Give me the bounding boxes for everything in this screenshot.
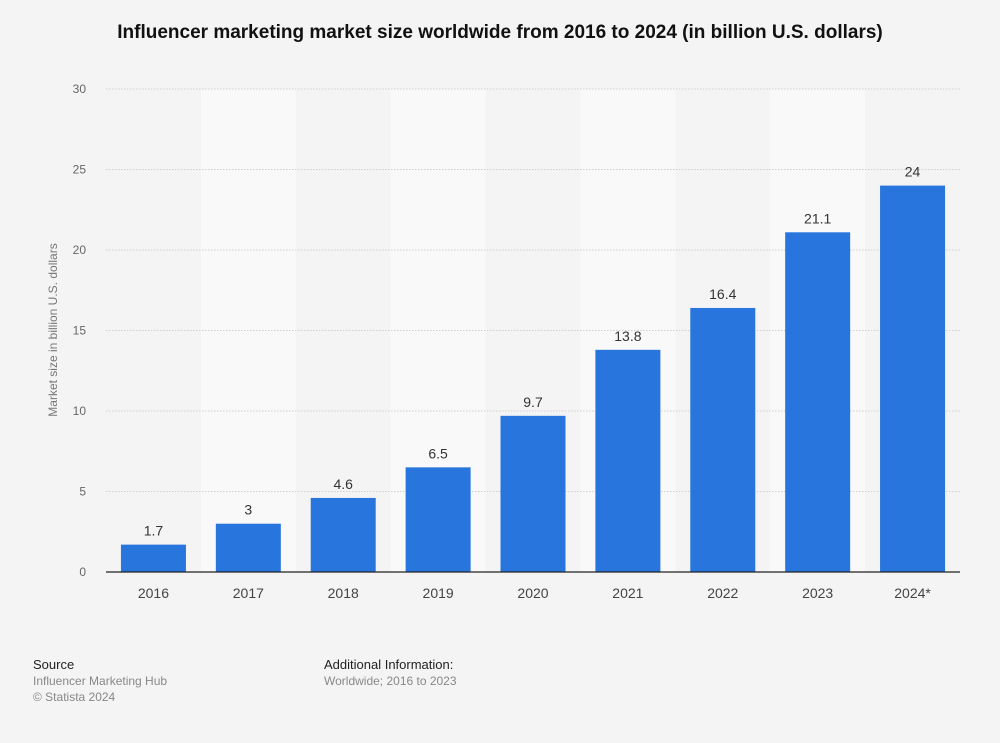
y-tick-label: 10 (73, 404, 87, 418)
y-tick-label: 25 (73, 163, 87, 177)
info-text: Worldwide; 2016 to 2023 (324, 674, 457, 688)
x-tick-label: 2016 (138, 585, 169, 601)
x-tick-label: 2020 (517, 585, 548, 601)
bar-chart: 0 5 10 15 20 25 30 Market size in billion U.S. … (46, 82, 960, 601)
data-label: 4.6 (333, 476, 353, 492)
x-tick-label: 2023 (802, 585, 833, 601)
y-tick-label: 0 (79, 565, 86, 579)
data-label: 21.1 (804, 210, 831, 226)
data-label: 13.8 (614, 328, 641, 344)
source-block: Source Influencer Marketing Hub © Statis… (33, 657, 167, 705)
copyright: © Statista 2024 (33, 690, 116, 704)
bar-2016 (120, 544, 186, 572)
x-tick-label: 2024* (894, 585, 931, 601)
chart-title: Influencer marketing market size worldwi… (117, 22, 883, 43)
y-tick-label: 20 (73, 243, 87, 257)
bar-2024* (880, 185, 946, 572)
data-label: 3 (244, 502, 252, 518)
source-heading: Source (33, 657, 75, 672)
y-axis-label: Market size in billion U.S. dollars (46, 243, 60, 416)
bar-2023 (785, 232, 851, 573)
bar-2021 (595, 349, 661, 572)
bar-2018 (310, 497, 376, 572)
data-label: 9.7 (523, 394, 543, 410)
y-tick-label: 15 (73, 324, 87, 338)
y-tick-label: 5 (79, 485, 86, 499)
x-tick-label: 2021 (612, 585, 643, 601)
data-label: 16.4 (709, 286, 736, 302)
data-label: 24 (905, 164, 921, 180)
x-tick-label: 2018 (328, 585, 359, 601)
bar-2020 (500, 415, 566, 572)
data-label: 6.5 (428, 445, 448, 461)
bar-2017 (215, 523, 281, 572)
data-label: 1.7 (144, 523, 164, 539)
x-tick-label: 2017 (233, 585, 264, 601)
source-text[interactable]: Influencer Marketing Hub (33, 674, 168, 688)
x-tick-label: 2019 (423, 585, 454, 601)
additional-info-block: Additional Information: Worldwide; 2016 … (324, 657, 457, 689)
x-tick-label: 2022 (707, 585, 738, 601)
bar-2019 (405, 467, 471, 572)
info-heading: Additional Information: (324, 657, 454, 672)
y-tick-label: 30 (73, 82, 87, 96)
bar-2022 (690, 307, 756, 572)
